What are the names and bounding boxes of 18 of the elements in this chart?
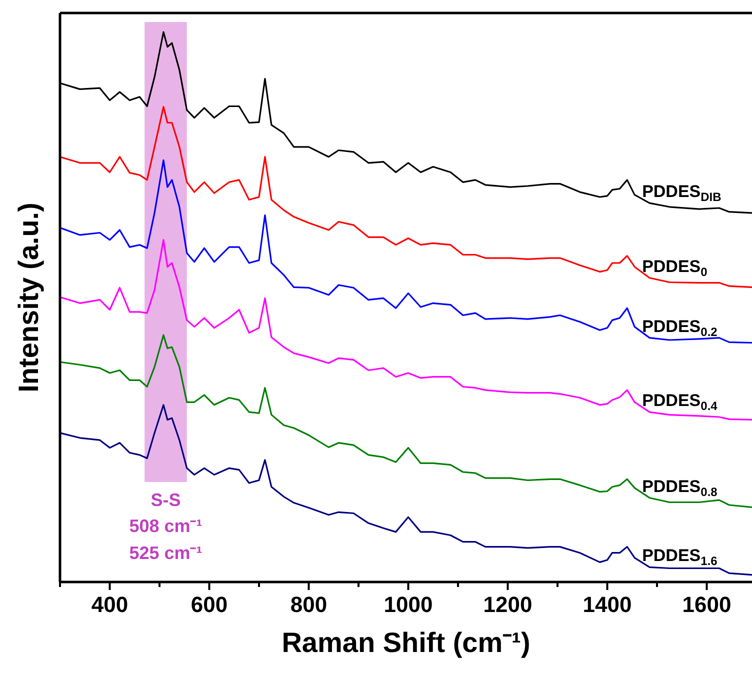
x-axis-title: Raman Shift (cm⁻¹) [282, 627, 530, 658]
annotation: 508 cm⁻¹ [129, 516, 202, 536]
series-label: PDDES$_{0.4}$ [642, 391, 718, 413]
x-tick-label: 800 [290, 592, 328, 617]
series-label: PDDES$_{1.6}$ [642, 546, 718, 568]
annotation: 525 cm⁻¹ [129, 543, 202, 563]
x-tick-label: 1000 [384, 592, 433, 617]
x-tick-label: 1200 [483, 592, 532, 617]
x-tick-label: 1400 [582, 592, 632, 617]
x-tick-label: 600 [190, 592, 228, 617]
series-label: PDDES$_{DIB}$ [642, 182, 722, 204]
y-axis-title: Intensity (a.u.) [13, 202, 44, 392]
series-label: PDDES$_{0.8}$ [642, 476, 718, 498]
series-label: PDDES$_{0}$ [642, 256, 708, 278]
x-tick-label: 400 [91, 592, 128, 617]
series-label: PDDES$_{0.2}$ [642, 316, 718, 338]
x-tick-label: 1600 [682, 592, 732, 617]
band-label: S-S [150, 490, 181, 510]
